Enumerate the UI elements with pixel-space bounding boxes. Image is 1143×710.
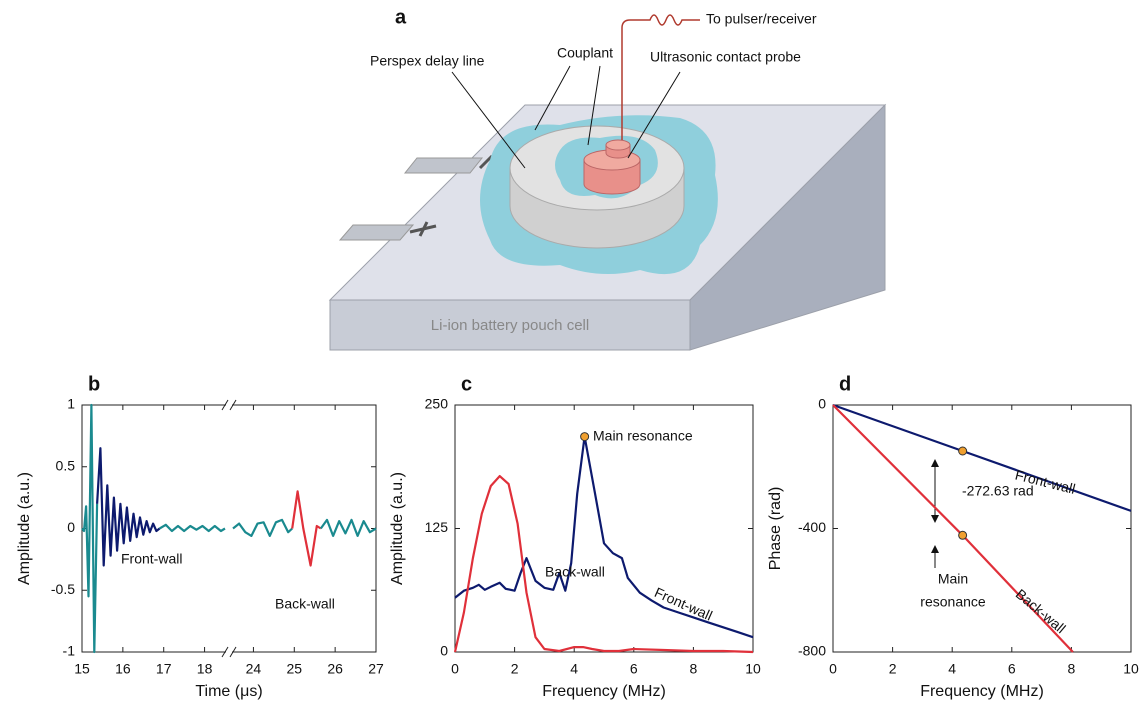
annotation: resonance — [920, 594, 986, 610]
break-mark — [229, 399, 237, 411]
data-line — [454, 435, 754, 639]
y-axis-label: Amplitude (a.u.) — [16, 472, 33, 585]
plot-frame — [832, 404, 1132, 653]
marker — [958, 530, 968, 540]
x-tick-label: 0 — [829, 661, 837, 677]
x-axis-label: Frequency (MHz) — [542, 683, 666, 700]
data-line — [453, 475, 754, 654]
annotation: Main resonance — [593, 428, 693, 444]
x-tick-label: 27 — [368, 661, 384, 677]
x-tick-label: 25 — [286, 661, 302, 677]
x-tick-label: 6 — [1008, 661, 1016, 677]
tab-positive — [338, 224, 415, 241]
annotation: Front-wall — [652, 584, 715, 624]
tab-negative — [403, 157, 484, 174]
cell-side — [689, 103, 886, 351]
panel-label: b — [88, 373, 100, 395]
marker — [958, 446, 968, 456]
data-line — [96, 447, 161, 567]
data-line — [319, 518, 377, 537]
annotation: Main — [938, 571, 968, 587]
data-line — [232, 518, 293, 537]
probe-cap-top — [605, 139, 631, 151]
annotation: Front-wall — [121, 551, 182, 567]
y-tick-label: 250 — [425, 396, 449, 412]
data-line — [291, 490, 322, 567]
x-tick-label: 15 — [74, 661, 90, 677]
x-tick-label: 4 — [570, 661, 578, 677]
x-tick-label: 6 — [630, 661, 638, 677]
y-tick-label: -400 — [798, 519, 826, 535]
y-tick-label: 0.5 — [56, 457, 76, 473]
axis-break — [226, 650, 232, 654]
annotation: Back-wall — [275, 596, 335, 612]
annotation: Back-wall — [1013, 586, 1069, 637]
leader — [451, 71, 526, 169]
y-axis-label: Phase (rad) — [767, 487, 784, 571]
x-tick-label: 26 — [327, 661, 343, 677]
leader — [587, 65, 601, 146]
x-tick-label: 10 — [745, 661, 761, 677]
diagram-label: Perspex delay line — [370, 53, 485, 69]
x-tick-label: 24 — [246, 661, 262, 677]
y-tick-label: 1 — [67, 396, 75, 412]
y-tick-label: 0 — [67, 519, 75, 535]
panel-a-diagram: a To pulser/receiver Couplant Perspex de… — [328, 6, 887, 351]
x-tick-label: 2 — [511, 661, 519, 677]
leader — [627, 71, 681, 159]
break-mark — [221, 399, 229, 411]
x-tick-label: 10 — [1123, 661, 1139, 677]
diagram-label: Couplant — [557, 45, 613, 61]
y-tick-label: -1 — [63, 643, 76, 659]
x-tick-label: 4 — [948, 661, 956, 677]
x-axis-label: Time (μs) — [195, 683, 262, 700]
minus-sign — [478, 154, 494, 170]
leader — [534, 65, 571, 131]
annotation: -272.63 rad — [962, 483, 1034, 499]
break-mark — [221, 646, 229, 658]
panel-label: a — [395, 6, 407, 28]
x-tick-label: 2 — [889, 661, 897, 677]
x-tick-label: 8 — [1068, 661, 1076, 677]
x-tick-label: 17 — [156, 661, 172, 677]
cell-label: Li-ion battery pouch cell — [431, 317, 589, 334]
y-tick-label: -0.5 — [51, 581, 75, 597]
axis-break — [226, 403, 232, 407]
annotation: Back-wall — [545, 564, 605, 580]
diagram-label: To pulser/receiver — [706, 11, 817, 27]
y-tick-label: 125 — [425, 519, 449, 535]
break-mark — [229, 646, 237, 658]
y-tick-label: -800 — [798, 643, 826, 659]
x-tick-label: 8 — [690, 661, 698, 677]
y-axis-label: Amplitude (a.u.) — [389, 472, 406, 585]
x-axis-label: Frequency (MHz) — [920, 683, 1044, 700]
diagram-label: Ultrasonic contact probe — [650, 49, 801, 65]
marker — [580, 432, 590, 442]
data-line — [81, 403, 99, 654]
panel-label: c — [461, 373, 472, 395]
panel-label: d — [839, 373, 851, 395]
plus-sign — [418, 221, 429, 237]
y-tick-label: 0 — [440, 643, 448, 659]
y-tick-label: 0 — [818, 396, 826, 412]
x-tick-label: 16 — [115, 661, 131, 677]
x-tick-label: 0 — [451, 661, 459, 677]
data-line — [159, 523, 226, 533]
cable — [621, 14, 700, 140]
x-tick-label: 18 — [197, 661, 213, 677]
